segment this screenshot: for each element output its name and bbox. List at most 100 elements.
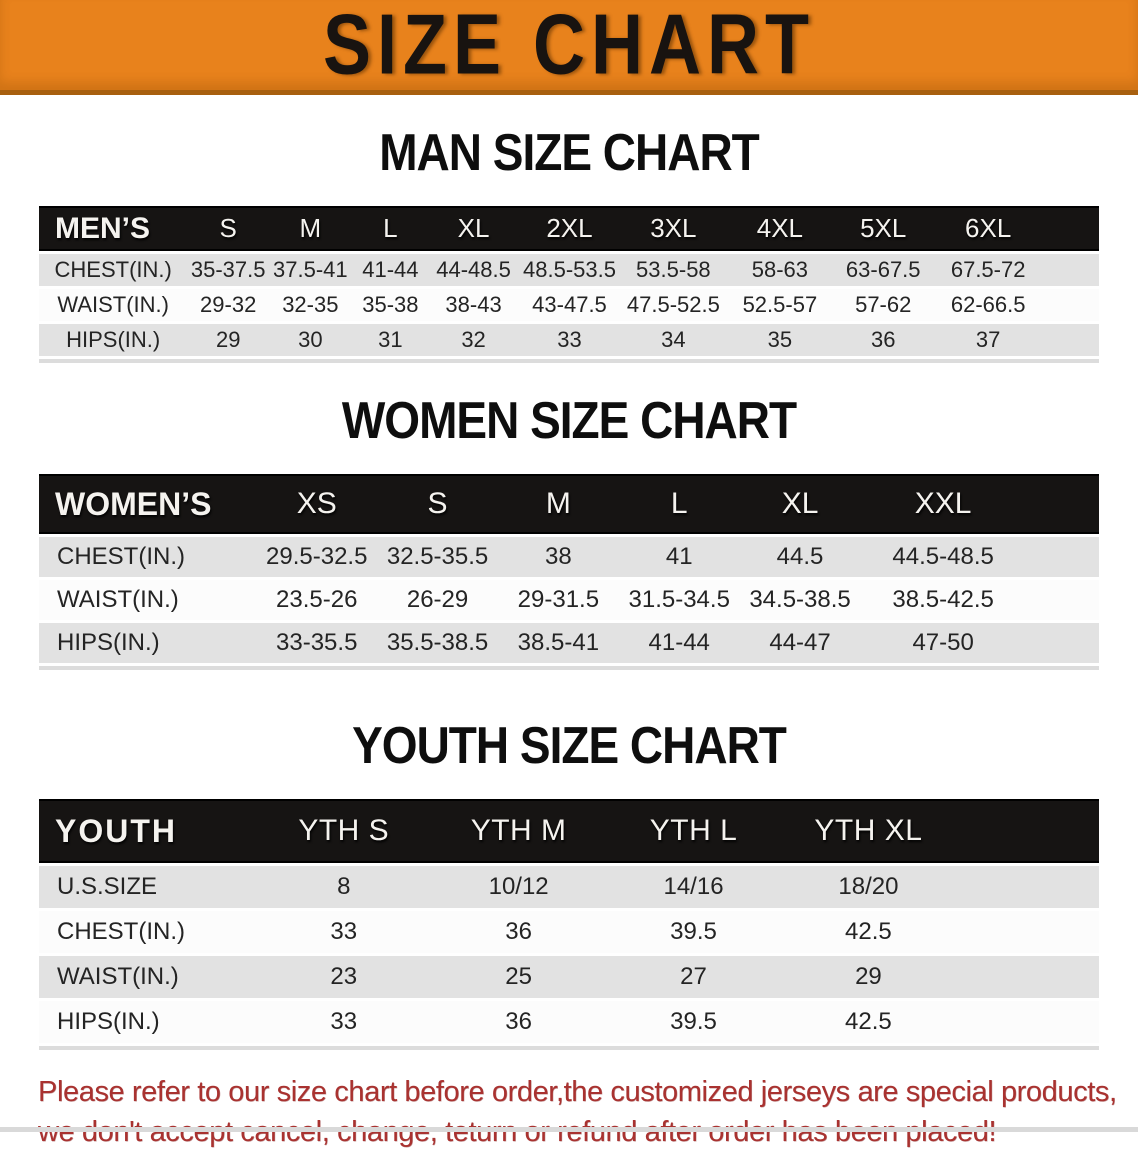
size-column-header: 4XL — [725, 206, 834, 251]
measurement-row-label: WAIST(IN.) — [39, 289, 188, 321]
table-row-hips: HIPS(IN.) 33-35.5 35.5-38.5 38.5-41 41-4… — [39, 623, 1099, 663]
size-value-cell: 26-29 — [377, 580, 498, 620]
size-value-cell: 33 — [256, 1001, 432, 1043]
size-value-cell: 33 — [518, 324, 621, 356]
size-value-cell: 42.5 — [780, 1001, 956, 1043]
women-header-row: WOMEN’S XS S M L XL XXL — [39, 474, 1099, 534]
youth-size-section: YOUTH SIZE CHART YOUTH YTH S YTH M YTH L… — [0, 716, 1138, 1046]
measurement-row-label: WAIST(IN.) — [39, 956, 257, 998]
size-value-cell: 53.5-58 — [620, 254, 726, 286]
size-value-cell: 63-67.5 — [833, 254, 933, 286]
size-value-cell: 38 — [497, 537, 619, 577]
men-table-corner-label: MEN’S — [39, 206, 188, 251]
size-value-cell: 29-32 — [187, 289, 269, 321]
size-value-cell: 36 — [431, 911, 607, 953]
size-value-cell: 42.5 — [780, 911, 956, 953]
size-value-cell: 57-62 — [833, 289, 933, 321]
size-value-cell: 38.5-42.5 — [860, 580, 1026, 620]
size-value-cell: 29-31.5 — [497, 580, 619, 620]
size-value-cell: 62-66.5 — [932, 289, 1044, 321]
size-column-header: L — [618, 474, 740, 534]
table-row-waist: WAIST(IN.) 23.5-26 26-29 29-31.5 31.5-34… — [39, 580, 1099, 620]
youth-size-table: YOUTH YTH S YTH M YTH L YTH XL U.S.SIZE … — [39, 796, 1099, 1046]
table-row-chest: CHEST(IN.) 35-37.5 37.5-41 41-44 44-48.5… — [39, 254, 1099, 286]
size-value-cell: 32 — [429, 324, 519, 356]
table-row-waist: WAIST(IN.) 23 25 27 29 — [39, 956, 1099, 998]
size-value-cell: 10/12 — [431, 866, 607, 908]
size-value-cell: 44-48.5 — [429, 254, 519, 286]
table-row-waist: WAIST(IN.) 29-32 32-35 35-38 38-43 43-47… — [39, 289, 1099, 321]
table-row-chest: CHEST(IN.) 29.5-32.5 32.5-35.5 38 41 44.… — [39, 537, 1099, 577]
youth-chart-heading: YOUTH SIZE CHART — [0, 716, 1138, 774]
measurement-row-label: WAIST(IN.) — [39, 580, 257, 620]
size-value-cell: 47.5-52.5 — [620, 289, 726, 321]
table-row-chest: CHEST(IN.) 33 36 39.5 42.5 — [39, 911, 1099, 953]
measurement-row-label: HIPS(IN.) — [39, 1001, 257, 1043]
size-value-cell: 44.5-48.5 — [860, 537, 1026, 577]
measurement-row-label: CHEST(IN.) — [39, 911, 257, 953]
size-value-cell: 35-38 — [351, 289, 430, 321]
header-filler-cell — [955, 799, 1099, 863]
row-filler-cell — [955, 956, 1099, 998]
size-column-header: 2XL — [518, 206, 621, 251]
size-value-cell: 41 — [618, 537, 740, 577]
size-value-cell: 67.5-72 — [932, 254, 1044, 286]
size-value-cell: 38-43 — [429, 289, 519, 321]
size-value-cell: 43-47.5 — [518, 289, 621, 321]
size-value-cell: 8 — [256, 866, 432, 908]
disclaimer: Please refer to our size chart before or… — [0, 1072, 1138, 1152]
row-filler-cell — [955, 866, 1099, 908]
size-column-header: YTH S — [256, 799, 432, 863]
size-column-header: M — [269, 206, 352, 251]
disclaimer-line-2: we don't accept cancel, change, teturn o… — [38, 1116, 997, 1148]
size-value-cell: 29 — [187, 324, 269, 356]
size-value-cell: 25 — [431, 956, 607, 998]
men-header-row: MEN’S S M L XL 2XL 3XL 4XL 5XL 6XL — [39, 206, 1099, 251]
women-chart-heading: WOMEN SIZE CHART — [0, 391, 1138, 449]
youth-header-row: YOUTH YTH S YTH M YTH L YTH XL — [39, 799, 1099, 863]
men-size-table: MEN’S S M L XL 2XL 3XL 4XL 5XL 6XL CHEST… — [39, 203, 1099, 359]
size-value-cell: 48.5-53.5 — [518, 254, 621, 286]
size-value-cell: 29 — [780, 956, 956, 998]
measurement-row-label: HIPS(IN.) — [39, 623, 257, 663]
size-column-header: 6XL — [932, 206, 1044, 251]
size-value-cell: 32-35 — [269, 289, 352, 321]
size-value-cell: 23 — [256, 956, 432, 998]
table-row-hips: HIPS(IN.) 29 30 31 32 33 34 35 36 37 — [39, 324, 1099, 356]
header-filler-cell — [1025, 474, 1099, 534]
row-filler-cell — [1025, 580, 1099, 620]
size-value-cell: 37.5-41 — [269, 254, 352, 286]
size-value-cell: 44-47 — [739, 623, 861, 663]
size-value-cell: 33-35.5 — [256, 623, 378, 663]
size-value-cell: 30 — [269, 324, 352, 356]
measurement-row-label: CHEST(IN.) — [39, 537, 257, 577]
size-value-cell: 44.5 — [739, 537, 861, 577]
size-column-header: XXL — [860, 474, 1026, 534]
women-size-table: WOMEN’S XS S M L XL XXL CHEST(IN.) 29.5-… — [39, 471, 1099, 666]
header-filler-cell — [1043, 206, 1099, 251]
size-value-cell: 39.5 — [606, 1001, 781, 1043]
measurement-row-label: HIPS(IN.) — [39, 324, 188, 356]
men-chart-heading: MAN SIZE CHART — [0, 122, 1138, 182]
size-value-cell: 18/20 — [780, 866, 956, 908]
row-filler-cell — [1043, 324, 1099, 356]
size-value-cell: 14/16 — [606, 866, 781, 908]
bottom-divider — [0, 1127, 1138, 1132]
size-value-cell: 36 — [833, 324, 933, 356]
disclaimer-line-1: Please refer to our size chart before or… — [38, 1076, 1117, 1108]
size-column-header: S — [187, 206, 269, 251]
size-value-cell: 35-37.5 — [187, 254, 269, 286]
size-value-cell: 29.5-32.5 — [256, 537, 378, 577]
size-value-cell: 35.5-38.5 — [377, 623, 498, 663]
men-chart-heading-text: MAN SIZE CHART — [379, 122, 760, 182]
size-value-cell: 52.5-57 — [725, 289, 834, 321]
table-row-us-size: U.S.SIZE 8 10/12 14/16 18/20 — [39, 866, 1099, 908]
banner-title: SIZE CHART — [323, 0, 815, 93]
men-size-section: MAN SIZE CHART MEN’S S M L XL 2XL 3XL 4X… — [0, 122, 1138, 359]
size-value-cell: 35 — [725, 324, 834, 356]
size-column-header: YTH L — [606, 799, 781, 863]
size-value-cell: 37 — [932, 324, 1044, 356]
size-value-cell: 31.5-34.5 — [618, 580, 740, 620]
banner: SIZE CHART — [0, 0, 1138, 95]
